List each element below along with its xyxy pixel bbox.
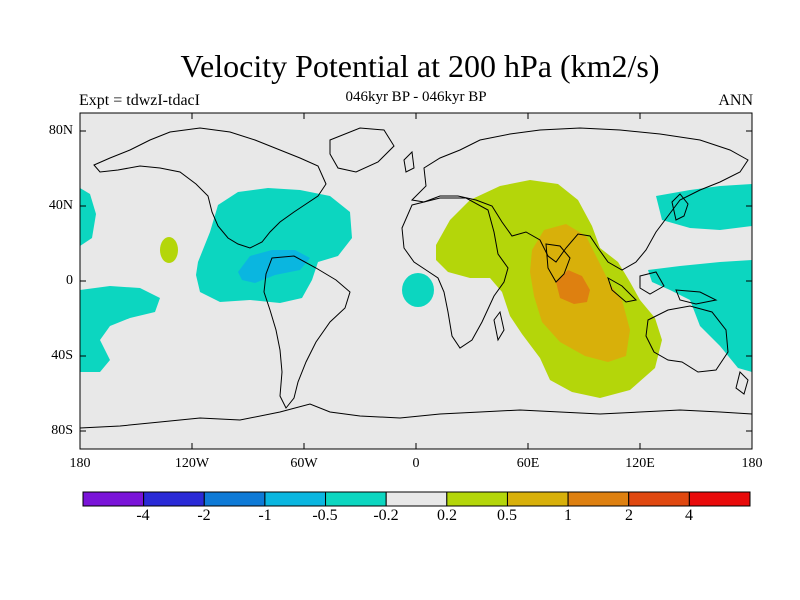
- colorbar-swatch: [143, 491, 205, 507]
- colorbar-swatch: [203, 491, 266, 507]
- ytick-0: 0: [66, 273, 73, 288]
- xtick-120e: 120E: [625, 456, 655, 471]
- colorbar-label: -1: [258, 507, 272, 524]
- colorbar: [82, 491, 751, 507]
- contour-negative-westedge: [80, 188, 96, 246]
- tick-marks: [80, 113, 752, 449]
- coast-sumatra: [607, 276, 638, 303]
- contour-negative-sepacific: [80, 286, 160, 372]
- ytick-80n: 80N: [48, 123, 73, 138]
- coast-japan: [671, 193, 689, 221]
- season-label: ANN: [718, 92, 753, 109]
- colorbar-swatch: [82, 491, 145, 507]
- coast-uk: [403, 150, 415, 173]
- coast-australia: [645, 305, 729, 373]
- colorbar-swatch: [325, 491, 387, 507]
- colorbar-label: 0.5: [497, 507, 517, 524]
- xtick-60e: 60E: [516, 456, 540, 471]
- coast-greenland: [329, 127, 395, 173]
- coast-south-america: [263, 255, 351, 409]
- ytick-40s: 40S: [51, 348, 73, 363]
- xtick-120w: 120W: [174, 456, 210, 471]
- colorbar-label: 2: [625, 507, 633, 524]
- colorbar-swatch: [385, 491, 448, 507]
- xtick-180e: 180: [741, 456, 763, 471]
- xtick-0: 0: [412, 456, 420, 471]
- contour-negative-americas: [196, 188, 352, 303]
- contour-positive-pacific: [160, 237, 178, 263]
- coast-africa: [401, 197, 509, 349]
- coast-antarctica: [80, 403, 752, 429]
- experiment-label: Expt = tdwzI-tdacI: [79, 92, 200, 109]
- coast-eurasia: [410, 127, 749, 271]
- colorbar-label: -0.5: [312, 507, 338, 524]
- ytick-40n: 40N: [48, 198, 73, 213]
- colorbar-swatch: [628, 491, 690, 507]
- contour-negative-wpacific: [648, 260, 752, 372]
- colorbar-swatch: [688, 491, 751, 507]
- ytick-80s: 80S: [51, 423, 73, 438]
- coast-madagascar: [493, 310, 505, 342]
- colorbar-label: 0.2: [437, 507, 457, 524]
- contour-negative-guinea: [402, 273, 434, 307]
- contour-negative-core: [238, 250, 310, 283]
- contour-positive-orange: [556, 270, 590, 304]
- contour-fills: [80, 180, 752, 398]
- colorbar-swatch: [567, 491, 630, 507]
- colorbar-label: 4: [685, 507, 693, 524]
- colorbar-label: -4: [136, 507, 150, 524]
- colorbar-swatch: [446, 491, 508, 507]
- coastlines: [80, 127, 752, 429]
- coast-north-america: [93, 127, 327, 249]
- coast-borneo: [639, 271, 665, 295]
- coast-india: [545, 243, 571, 283]
- colorbar-swatch: [506, 491, 569, 507]
- xtick-60w: 60W: [290, 456, 318, 471]
- colorbar-swatch: [264, 491, 327, 507]
- coast-newzealand: [735, 371, 749, 395]
- colorbar-label: -0.2: [373, 507, 399, 524]
- coast-newguinea: [675, 289, 718, 305]
- colorbar-label: -2: [197, 507, 211, 524]
- map-title: Velocity Potential at 200 hPa (km2/s): [180, 48, 660, 84]
- xtick-180w: 180: [69, 456, 91, 471]
- map-subtitle: 046kyr BP - 046kyr BP: [345, 89, 487, 105]
- colorbar-label: 1: [564, 507, 572, 524]
